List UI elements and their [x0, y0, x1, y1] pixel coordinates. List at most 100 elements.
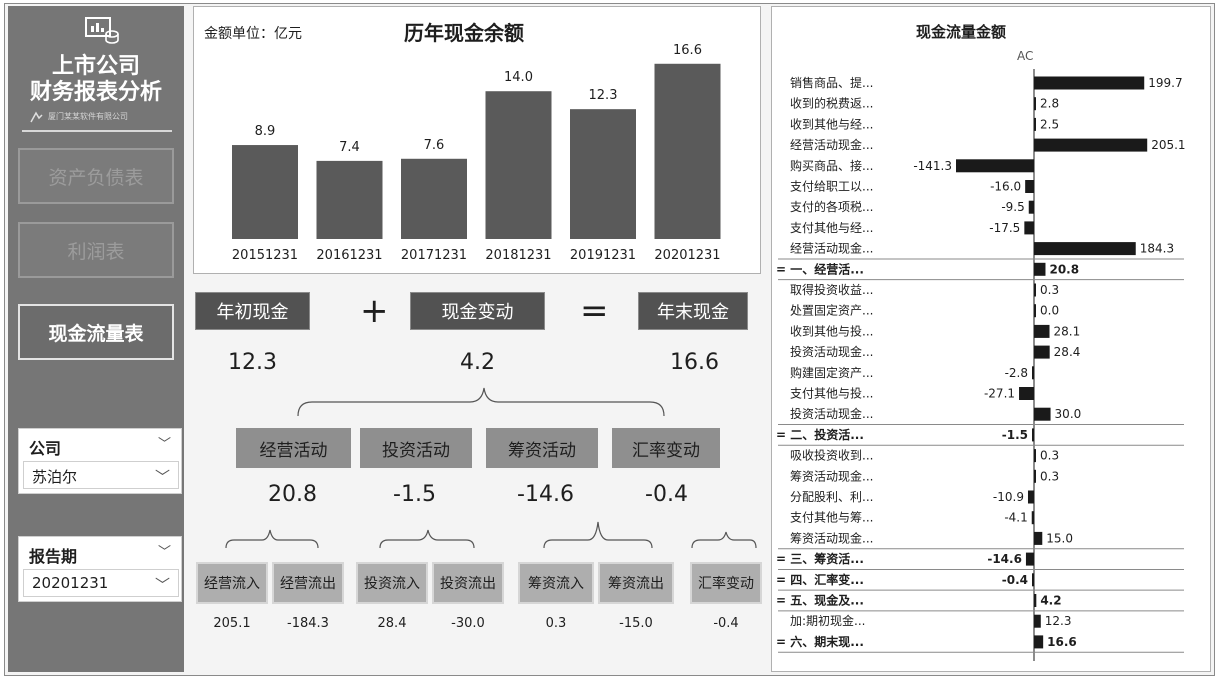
- waterfall-plot: 销售商品、提... 199.7 收到的税费返... 2.8 收到其他与经... 2.5 经营…: [776, 69, 1186, 661]
- x-tick-label: 20201231: [654, 248, 720, 263]
- waterfall-bar[interactable]: [1028, 200, 1034, 214]
- operating-outflow-box[interactable]: 经营流出: [272, 562, 344, 604]
- waterfall-bar[interactable]: [1034, 242, 1136, 256]
- waterfall-bar[interactable]: [1025, 552, 1034, 566]
- waterfall-bar[interactable]: [1032, 366, 1034, 380]
- nav-income-statement[interactable]: 利润表: [18, 222, 174, 278]
- period-slicer[interactable]: 报告期 ﹀ 20201231 ﹀: [18, 536, 182, 602]
- cash-change-box[interactable]: 现金变动: [410, 292, 545, 330]
- waterfall-row-label: 支付其他与经...: [790, 221, 873, 235]
- waterfall-bar[interactable]: [1024, 221, 1034, 235]
- operating-inflow-value: 205.1: [213, 616, 251, 631]
- chevron-down-icon[interactable]: ﹀: [154, 468, 170, 486]
- investing-inflow-label: 投资流入: [364, 576, 420, 592]
- waterfall-bar[interactable]: [1034, 469, 1036, 483]
- investing-activity-label: 投资活动: [382, 440, 450, 461]
- fx-activity-box[interactable]: 汇率变动: [612, 428, 720, 468]
- bar-20201231[interactable]: [654, 63, 721, 240]
- chevron-down-icon[interactable]: ﹀: [157, 545, 171, 560]
- waterfall-bar[interactable]: [1034, 76, 1145, 90]
- nav-cash-flow-label: 现金流量表: [48, 322, 144, 345]
- company-slicer[interactable]: 公司 ﹀ 苏泊尔 ﹀: [18, 428, 182, 494]
- waterfall-row-label: 销售商品、提...: [790, 75, 873, 90]
- company-select[interactable]: 苏泊尔 ﹀: [23, 461, 179, 489]
- waterfall-bar[interactable]: [1034, 635, 1044, 649]
- nav-balance-sheet[interactable]: 资产负债表: [18, 148, 174, 204]
- nav-cash-flow[interactable]: 现金流量表: [18, 304, 174, 360]
- investing-outflow-box[interactable]: 投资流出: [432, 562, 504, 604]
- brand-title-line2: 财务报表分析: [29, 80, 162, 105]
- waterfall-bar[interactable]: [1034, 531, 1043, 545]
- financing-outflow-label: 筹资流出: [608, 576, 664, 592]
- unit-label: 金额单位：亿元: [204, 26, 302, 42]
- waterfall-value-label: 0.3: [1040, 283, 1059, 297]
- waterfall-value-label: 2.8: [1040, 97, 1059, 111]
- x-tick-label: 20161231: [316, 248, 382, 263]
- operating-inflow-box[interactable]: 经营流入: [196, 562, 268, 604]
- financing-activity-value: -14.6: [517, 482, 574, 507]
- investing-inflow-box[interactable]: 投资流入: [356, 562, 428, 604]
- company-mark-icon: [30, 111, 43, 123]
- waterfall-bar[interactable]: [1034, 138, 1148, 152]
- waterfall-value-label: 0.0: [1040, 304, 1059, 318]
- financing-outflow-box[interactable]: 筹资流出: [598, 562, 674, 604]
- waterfall-bar[interactable]: [1034, 262, 1046, 276]
- chevron-down-icon[interactable]: ﹀: [157, 437, 171, 452]
- waterfall-bar[interactable]: [1034, 594, 1037, 607]
- brand-title: 上市公司 财务报表分析: [8, 54, 184, 106]
- company-slicer-label: 公司: [29, 439, 62, 458]
- waterfall-bar[interactable]: [1034, 97, 1036, 111]
- waterfall-value-label: 30.0: [1055, 407, 1082, 421]
- waterfall-bar[interactable]: [1032, 428, 1034, 442]
- waterfall-bar[interactable]: [1034, 283, 1036, 297]
- waterfall-bar[interactable]: [1032, 573, 1034, 587]
- x-tick-label: 20191231: [570, 248, 636, 263]
- waterfall-bar[interactable]: [1019, 387, 1034, 400]
- bar-20191231[interactable]: [570, 109, 636, 240]
- bar-20171231[interactable]: [401, 158, 467, 239]
- waterfall-bar[interactable]: [1027, 490, 1034, 504]
- chevron-down-icon[interactable]: ﹀: [154, 576, 170, 594]
- closing-cash-box[interactable]: 年末现金: [638, 292, 748, 330]
- fx-activity-value: -0.4: [645, 482, 688, 507]
- waterfall-bar[interactable]: [1031, 511, 1034, 525]
- investing-activity-value: -1.5: [393, 482, 436, 507]
- fx-change-box[interactable]: 汇率变动: [690, 562, 762, 604]
- plus-sign: +: [360, 291, 389, 331]
- waterfall-value-label: 12.3: [1045, 614, 1072, 628]
- waterfall-bar[interactable]: [1034, 407, 1051, 421]
- waterfall-bar[interactable]: [956, 159, 1034, 173]
- investing-activity-box[interactable]: 投资活动: [360, 428, 472, 468]
- waterfall-value-label: -141.3: [913, 159, 952, 173]
- waterfall-value-label: -10.9: [993, 490, 1024, 504]
- bar-20181231[interactable]: [485, 91, 552, 239]
- bar-20151231[interactable]: [232, 145, 298, 239]
- closing-cash-label: 年末现金: [657, 302, 729, 323]
- waterfall-bar[interactable]: [1034, 117, 1036, 131]
- fx-change-value: -0.4: [713, 616, 739, 631]
- operating-activity-box[interactable]: 经营活动: [236, 428, 351, 468]
- period-select[interactable]: 20201231 ﹀: [23, 569, 179, 597]
- financing-inflow-label: 筹资流入: [528, 576, 584, 592]
- operating-inflow-label: 经营流入: [204, 576, 260, 592]
- waterfall-bar[interactable]: [1034, 449, 1036, 463]
- x-tick-label: 20171231: [401, 248, 467, 263]
- waterfall-row-label: = 六、期末现...: [776, 634, 864, 649]
- period-select-value: 20201231: [32, 574, 109, 592]
- waterfall-bar[interactable]: [1034, 304, 1036, 318]
- waterfall-bar[interactable]: [1025, 180, 1034, 193]
- waterfall-row-label: 取得投资收益...: [790, 282, 873, 297]
- financing-inflow-box[interactable]: 筹资流入: [518, 562, 594, 604]
- waterfall-row-label: 投资活动现金...: [790, 406, 873, 421]
- waterfall-bar[interactable]: [1034, 345, 1050, 359]
- bar-20161231[interactable]: [316, 160, 383, 239]
- operating-activity-value: 20.8: [268, 482, 317, 507]
- financing-activity-box[interactable]: 筹资活动: [486, 428, 598, 468]
- opening-cash-box[interactable]: 年初现金: [195, 292, 310, 330]
- waterfall-bar[interactable]: [1034, 614, 1041, 628]
- cash-balance-chart: 金额单位：亿元 历年现金余额 8.9 20151231 7.4 20161231 7.6…: [193, 6, 761, 274]
- waterfall-value-label: 0.3: [1040, 469, 1059, 483]
- financing-activity-label: 筹资活动: [508, 440, 576, 461]
- waterfall-value-label: 20.8: [1049, 262, 1079, 276]
- waterfall-bar[interactable]: [1034, 324, 1050, 338]
